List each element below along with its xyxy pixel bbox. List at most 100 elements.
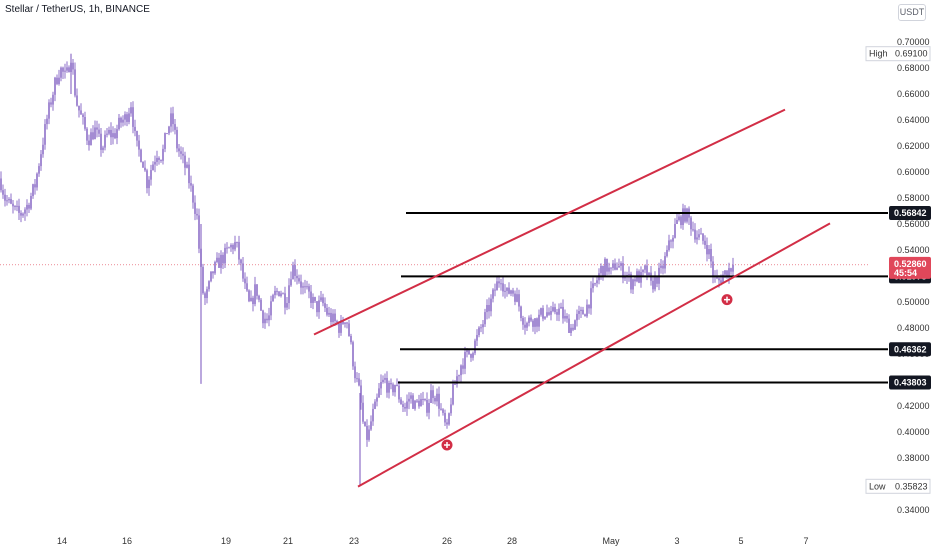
candle-body bbox=[622, 263, 624, 279]
candle-body bbox=[256, 284, 258, 296]
candle-body bbox=[92, 132, 94, 140]
candle-body bbox=[356, 378, 358, 380]
candle-body bbox=[168, 126, 170, 134]
candle-body bbox=[480, 327, 482, 329]
candle-body bbox=[558, 308, 560, 315]
candle-body bbox=[362, 402, 364, 422]
x-tick-label: 19 bbox=[221, 536, 231, 546]
candle-body bbox=[644, 265, 646, 270]
candle-body bbox=[642, 269, 644, 273]
candle-body bbox=[632, 279, 634, 290]
currency-button[interactable]: USDT bbox=[898, 4, 926, 21]
candle-body bbox=[42, 144, 44, 155]
candle-body bbox=[458, 375, 460, 377]
candle-body bbox=[274, 290, 276, 296]
candle-body bbox=[22, 213, 24, 216]
candle-body bbox=[320, 297, 322, 301]
candle-body bbox=[674, 223, 676, 238]
x-tick-label: 28 bbox=[507, 536, 517, 546]
candle-body bbox=[298, 278, 300, 282]
candle-body bbox=[396, 384, 398, 386]
candle-body bbox=[444, 412, 446, 423]
candle-body bbox=[26, 204, 28, 210]
candle-body bbox=[326, 307, 328, 315]
candle-body bbox=[566, 315, 568, 319]
x-tick-label: 16 bbox=[122, 536, 132, 546]
candle-body bbox=[502, 283, 504, 292]
symbol-title[interactable]: Stellar / TetherUS, 1h, BINANCE bbox=[5, 4, 150, 15]
candle-body bbox=[506, 287, 508, 291]
level-label: 0.46362 bbox=[894, 344, 927, 354]
candle-body bbox=[262, 310, 264, 324]
candle-body bbox=[190, 183, 192, 186]
candle-body bbox=[682, 208, 684, 225]
candle-body bbox=[430, 390, 432, 403]
candle-body bbox=[242, 263, 244, 279]
candle-body bbox=[126, 114, 128, 122]
candle-body bbox=[234, 242, 236, 250]
candle-body bbox=[422, 398, 424, 400]
high-label-bg bbox=[865, 46, 931, 62]
candle-body bbox=[118, 117, 120, 130]
candle-body bbox=[484, 312, 486, 325]
candle-body bbox=[48, 102, 50, 119]
candle-body bbox=[296, 275, 298, 279]
candle-body bbox=[414, 400, 416, 409]
candle-body bbox=[332, 313, 334, 323]
candle-body bbox=[84, 117, 86, 129]
candle-body bbox=[428, 402, 430, 413]
candle-body bbox=[206, 289, 208, 299]
candle-body bbox=[654, 276, 656, 290]
channel-lower-line bbox=[357, 222, 831, 488]
candle-body bbox=[28, 204, 30, 209]
candle-body bbox=[222, 254, 224, 264]
candle-body bbox=[696, 237, 698, 240]
candle-body bbox=[276, 290, 278, 292]
y-tick-label: 0.68000 bbox=[897, 63, 930, 73]
candle-body bbox=[272, 295, 274, 302]
candle-body bbox=[534, 318, 536, 327]
candle-body bbox=[198, 215, 200, 249]
candle-body bbox=[560, 306, 562, 309]
candle-body bbox=[216, 257, 218, 262]
candle-body bbox=[214, 261, 216, 274]
level-label-bg bbox=[889, 342, 931, 357]
candle-body bbox=[526, 322, 528, 328]
candle-body bbox=[468, 350, 470, 355]
candle-body bbox=[310, 291, 312, 303]
candle-body bbox=[228, 247, 230, 249]
candle-body bbox=[596, 280, 598, 284]
candle-body bbox=[108, 129, 110, 134]
candle-countdown: 45:54 bbox=[894, 268, 917, 278]
candle-body bbox=[612, 263, 614, 268]
candle-body bbox=[170, 113, 172, 127]
candle-body bbox=[536, 318, 538, 327]
candle-body bbox=[24, 209, 26, 214]
candle-body bbox=[110, 129, 112, 138]
candle-body bbox=[478, 327, 480, 336]
candle-body bbox=[624, 276, 626, 279]
candle-body bbox=[500, 283, 502, 285]
candle-body bbox=[94, 127, 96, 140]
candle-body bbox=[68, 67, 70, 72]
last-price-label: 0.52860 bbox=[894, 259, 927, 269]
candle-body bbox=[404, 406, 406, 409]
candle-body bbox=[328, 312, 330, 315]
candle-body bbox=[710, 249, 712, 262]
level-label: 0.56842 bbox=[894, 208, 927, 218]
candle-body bbox=[670, 240, 672, 242]
candle-body bbox=[192, 185, 194, 203]
candle-body bbox=[346, 322, 348, 324]
candle-body bbox=[724, 270, 726, 275]
candle-body bbox=[154, 161, 156, 165]
candle-body bbox=[394, 384, 396, 393]
candle-body bbox=[532, 320, 534, 327]
candle-body bbox=[540, 308, 542, 315]
candle-body bbox=[556, 312, 558, 315]
candle-body bbox=[482, 324, 484, 328]
candle-body bbox=[152, 164, 154, 171]
x-tick-label: 3 bbox=[674, 536, 679, 546]
candle-body bbox=[382, 379, 384, 382]
x-tick-label: 26 bbox=[442, 536, 452, 546]
